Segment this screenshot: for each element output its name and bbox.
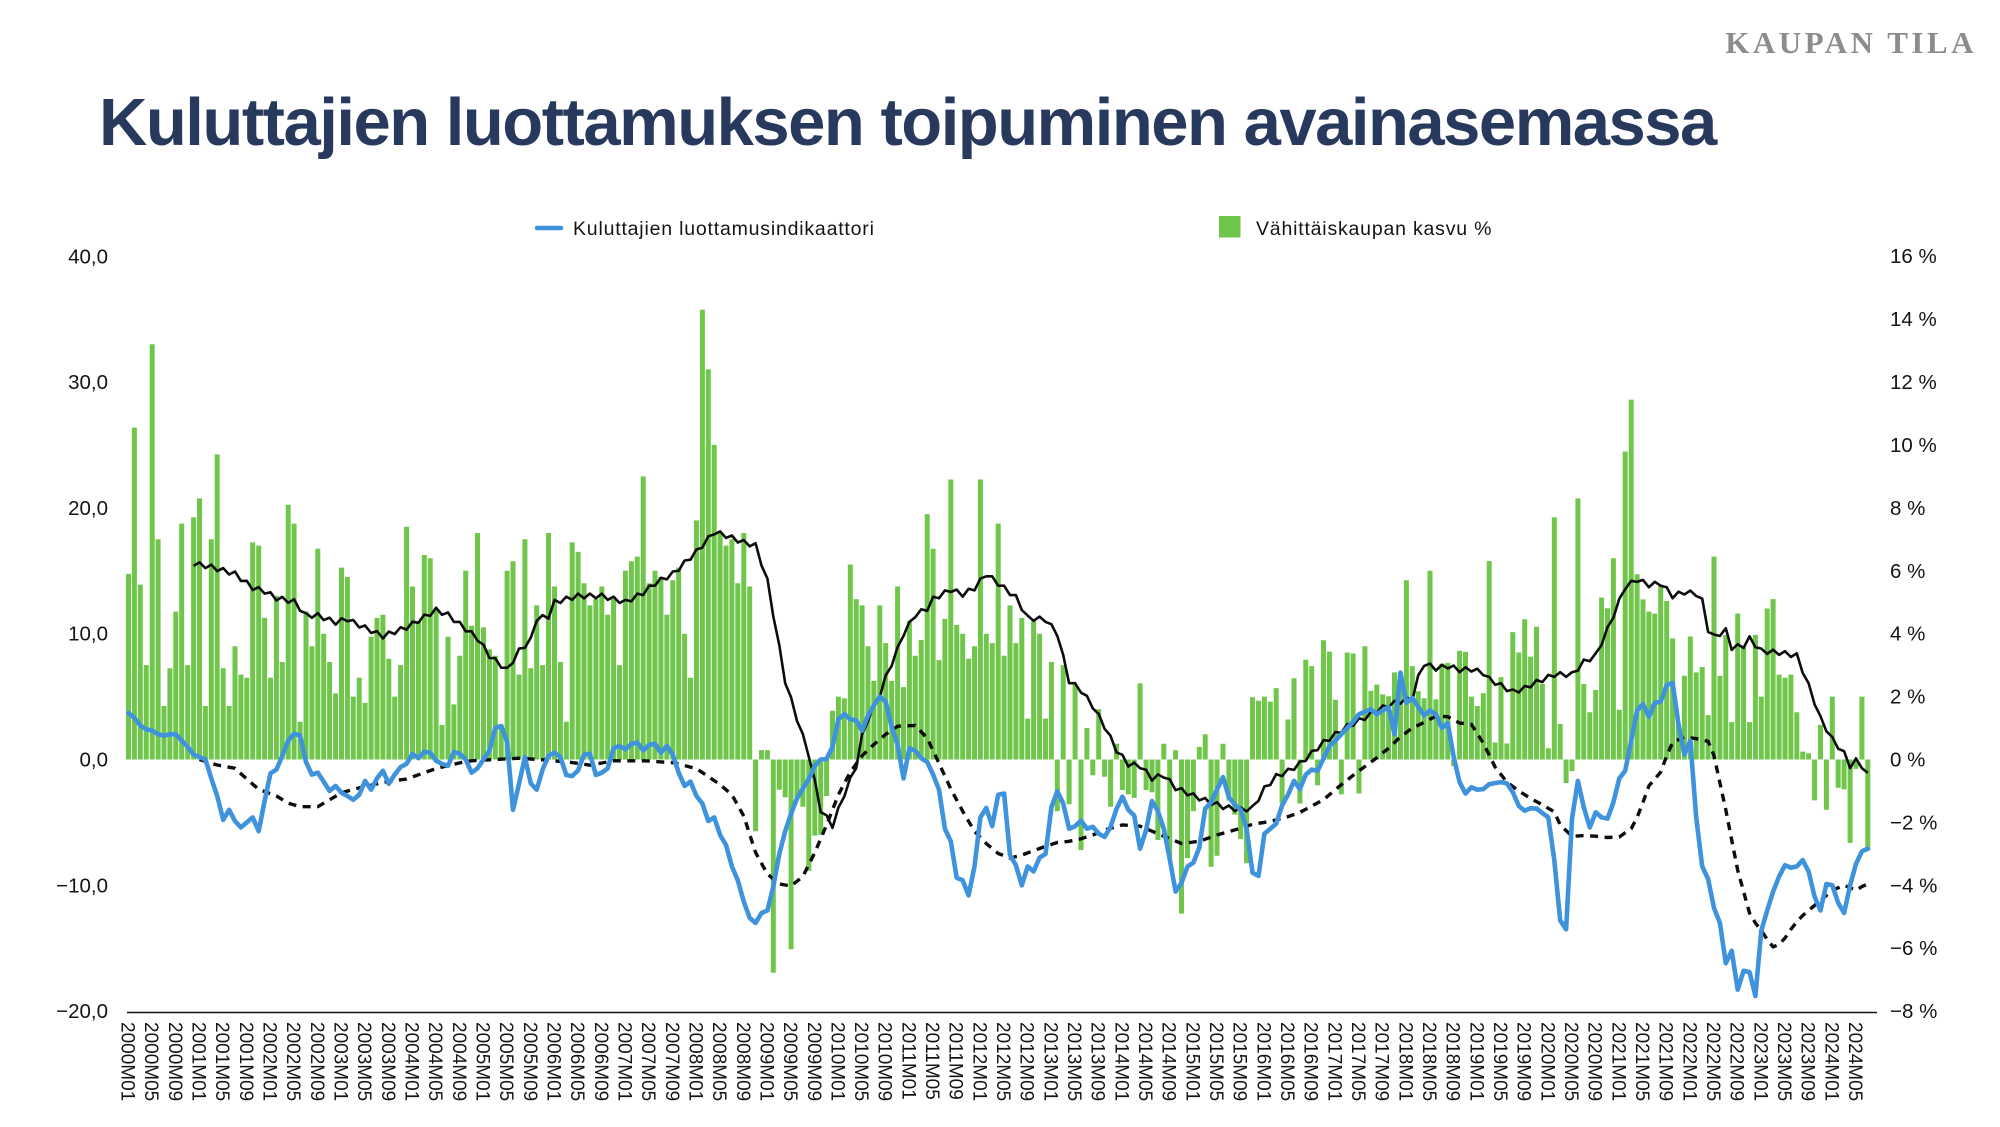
svg-text:2000M09: 2000M09 [164,1022,185,1101]
svg-text:6 %: 6 % [1890,560,1925,583]
svg-text:2019M01: 2019M01 [1465,1022,1486,1101]
svg-text:2005M05: 2005M05 [495,1022,516,1101]
svg-text:−6 %: −6 % [1890,937,1937,960]
svg-text:2009M09: 2009M09 [803,1022,824,1101]
svg-text:2 %: 2 % [1890,686,1925,709]
svg-text:2000M05: 2000M05 [140,1022,161,1101]
svg-text:2001M09: 2001M09 [235,1022,256,1101]
svg-text:2006M01: 2006M01 [543,1022,564,1101]
svg-text:0,0: 0,0 [80,749,109,772]
svg-text:2013M05: 2013M05 [1063,1022,1084,1101]
svg-text:2014M09: 2014M09 [1158,1022,1179,1101]
svg-text:2004M01: 2004M01 [401,1022,422,1101]
svg-text:Kuluttajien luottamuksen toipu: Kuluttajien luottamuksen toipuminen avai… [99,85,1718,160]
svg-text:Kuluttajien luottamusindikaatt: Kuluttajien luottamusindikaattori [573,218,875,240]
svg-text:2018M09: 2018M09 [1442,1022,1463,1101]
svg-text:2001M05: 2001M05 [211,1022,232,1101]
svg-text:2018M01: 2018M01 [1394,1022,1415,1101]
svg-text:2020M05: 2020M05 [1560,1022,1581,1101]
svg-text:2021M09: 2021M09 [1655,1022,1676,1101]
svg-text:2016M05: 2016M05 [1276,1022,1297,1101]
svg-text:Vähittäiskaupan kasvu %: Vähittäiskaupan kasvu % [1256,218,1492,240]
svg-text:2002M09: 2002M09 [306,1022,327,1101]
svg-text:2002M01: 2002M01 [259,1022,280,1101]
svg-text:2009M05: 2009M05 [779,1022,800,1101]
svg-text:10,0: 10,0 [68,623,108,646]
svg-text:2002M05: 2002M05 [282,1022,303,1101]
svg-text:2003M09: 2003M09 [377,1022,398,1101]
svg-text:−4 %: −4 % [1890,874,1937,897]
svg-text:2006M09: 2006M09 [590,1022,611,1101]
svg-text:−20,0: −20,0 [56,1000,108,1023]
svg-text:2010M05: 2010M05 [850,1022,871,1101]
svg-text:2015M09: 2015M09 [1229,1022,1250,1101]
svg-text:2006M05: 2006M05 [566,1022,587,1101]
svg-text:−10,0: −10,0 [56,874,108,897]
svg-text:2016M01: 2016M01 [1252,1022,1273,1101]
svg-text:2019M05: 2019M05 [1489,1022,1510,1101]
svg-text:2020M09: 2020M09 [1584,1022,1605,1101]
svg-text:2004M09: 2004M09 [448,1022,469,1101]
svg-text:2016M09: 2016M09 [1300,1022,1321,1101]
svg-text:2018M05: 2018M05 [1418,1022,1439,1101]
svg-text:2010M01: 2010M01 [826,1022,847,1101]
svg-text:2017M05: 2017M05 [1347,1022,1368,1101]
svg-text:0 %: 0 % [1890,749,1925,772]
svg-text:10 %: 10 % [1890,434,1937,457]
svg-text:2021M05: 2021M05 [1631,1022,1652,1101]
svg-text:2022M01: 2022M01 [1678,1022,1699,1101]
svg-text:2007M01: 2007M01 [613,1022,634,1101]
svg-text:2024M01: 2024M01 [1820,1022,1841,1101]
svg-text:2023M01: 2023M01 [1749,1022,1770,1101]
svg-text:2022M09: 2022M09 [1726,1022,1747,1101]
svg-text:2011M05: 2011M05 [921,1022,942,1100]
svg-text:2021M01: 2021M01 [1607,1022,1628,1101]
svg-text:2008M09: 2008M09 [732,1022,753,1101]
svg-text:30,0: 30,0 [68,371,108,394]
svg-text:2022M05: 2022M05 [1702,1022,1723,1101]
svg-text:2019M09: 2019M09 [1513,1022,1534,1101]
svg-text:2013M09: 2013M09 [1087,1022,1108,1101]
svg-text:−2 %: −2 % [1890,811,1937,834]
svg-text:2008M01: 2008M01 [684,1022,705,1101]
svg-text:2001M01: 2001M01 [188,1022,209,1101]
svg-text:12 %: 12 % [1890,371,1937,394]
svg-text:2017M09: 2017M09 [1371,1022,1392,1101]
svg-text:2007M09: 2007M09 [661,1022,682,1101]
svg-text:2023M09: 2023M09 [1797,1022,1818,1101]
svg-text:2005M09: 2005M09 [519,1022,540,1101]
svg-text:2000M01: 2000M01 [117,1022,138,1101]
svg-text:2012M09: 2012M09 [1016,1022,1037,1101]
svg-text:2008M05: 2008M05 [708,1022,729,1101]
svg-text:2012M05: 2012M05 [992,1022,1013,1101]
svg-text:2015M05: 2015M05 [1205,1022,1226,1101]
svg-text:2010M09: 2010M09 [874,1022,895,1101]
svg-text:40,0: 40,0 [68,245,108,268]
svg-text:−8 %: −8 % [1890,1000,1937,1023]
svg-text:4 %: 4 % [1890,623,1925,646]
svg-text:2004M05: 2004M05 [424,1022,445,1101]
svg-text:2015M01: 2015M01 [1181,1022,1202,1101]
svg-text:2023M05: 2023M05 [1773,1022,1794,1101]
svg-text:2007M05: 2007M05 [637,1022,658,1101]
svg-text:2009M01: 2009M01 [755,1022,776,1101]
svg-text:14 %: 14 % [1890,308,1937,331]
svg-text:8 %: 8 % [1890,497,1925,520]
svg-text:2024M05: 2024M05 [1844,1022,1865,1101]
svg-text:20,0: 20,0 [68,497,108,520]
svg-text:2005M01: 2005M01 [472,1022,493,1101]
svg-text:2003M05: 2003M05 [353,1022,374,1101]
svg-text:16 %: 16 % [1890,245,1937,268]
svg-text:2003M01: 2003M01 [330,1022,351,1101]
svg-text:2013M01: 2013M01 [1039,1022,1060,1101]
svg-text:KAUPAN TILA: KAUPAN TILA [1725,25,1977,60]
svg-text:2011M01: 2011M01 [897,1022,918,1100]
svg-text:2014M01: 2014M01 [1110,1022,1131,1101]
svg-text:2012M01: 2012M01 [968,1022,989,1101]
svg-text:2020M01: 2020M01 [1536,1022,1557,1101]
svg-text:2017M01: 2017M01 [1323,1022,1344,1101]
svg-text:2014M05: 2014M05 [1134,1022,1155,1101]
svg-text:2011M09: 2011M09 [945,1022,966,1100]
